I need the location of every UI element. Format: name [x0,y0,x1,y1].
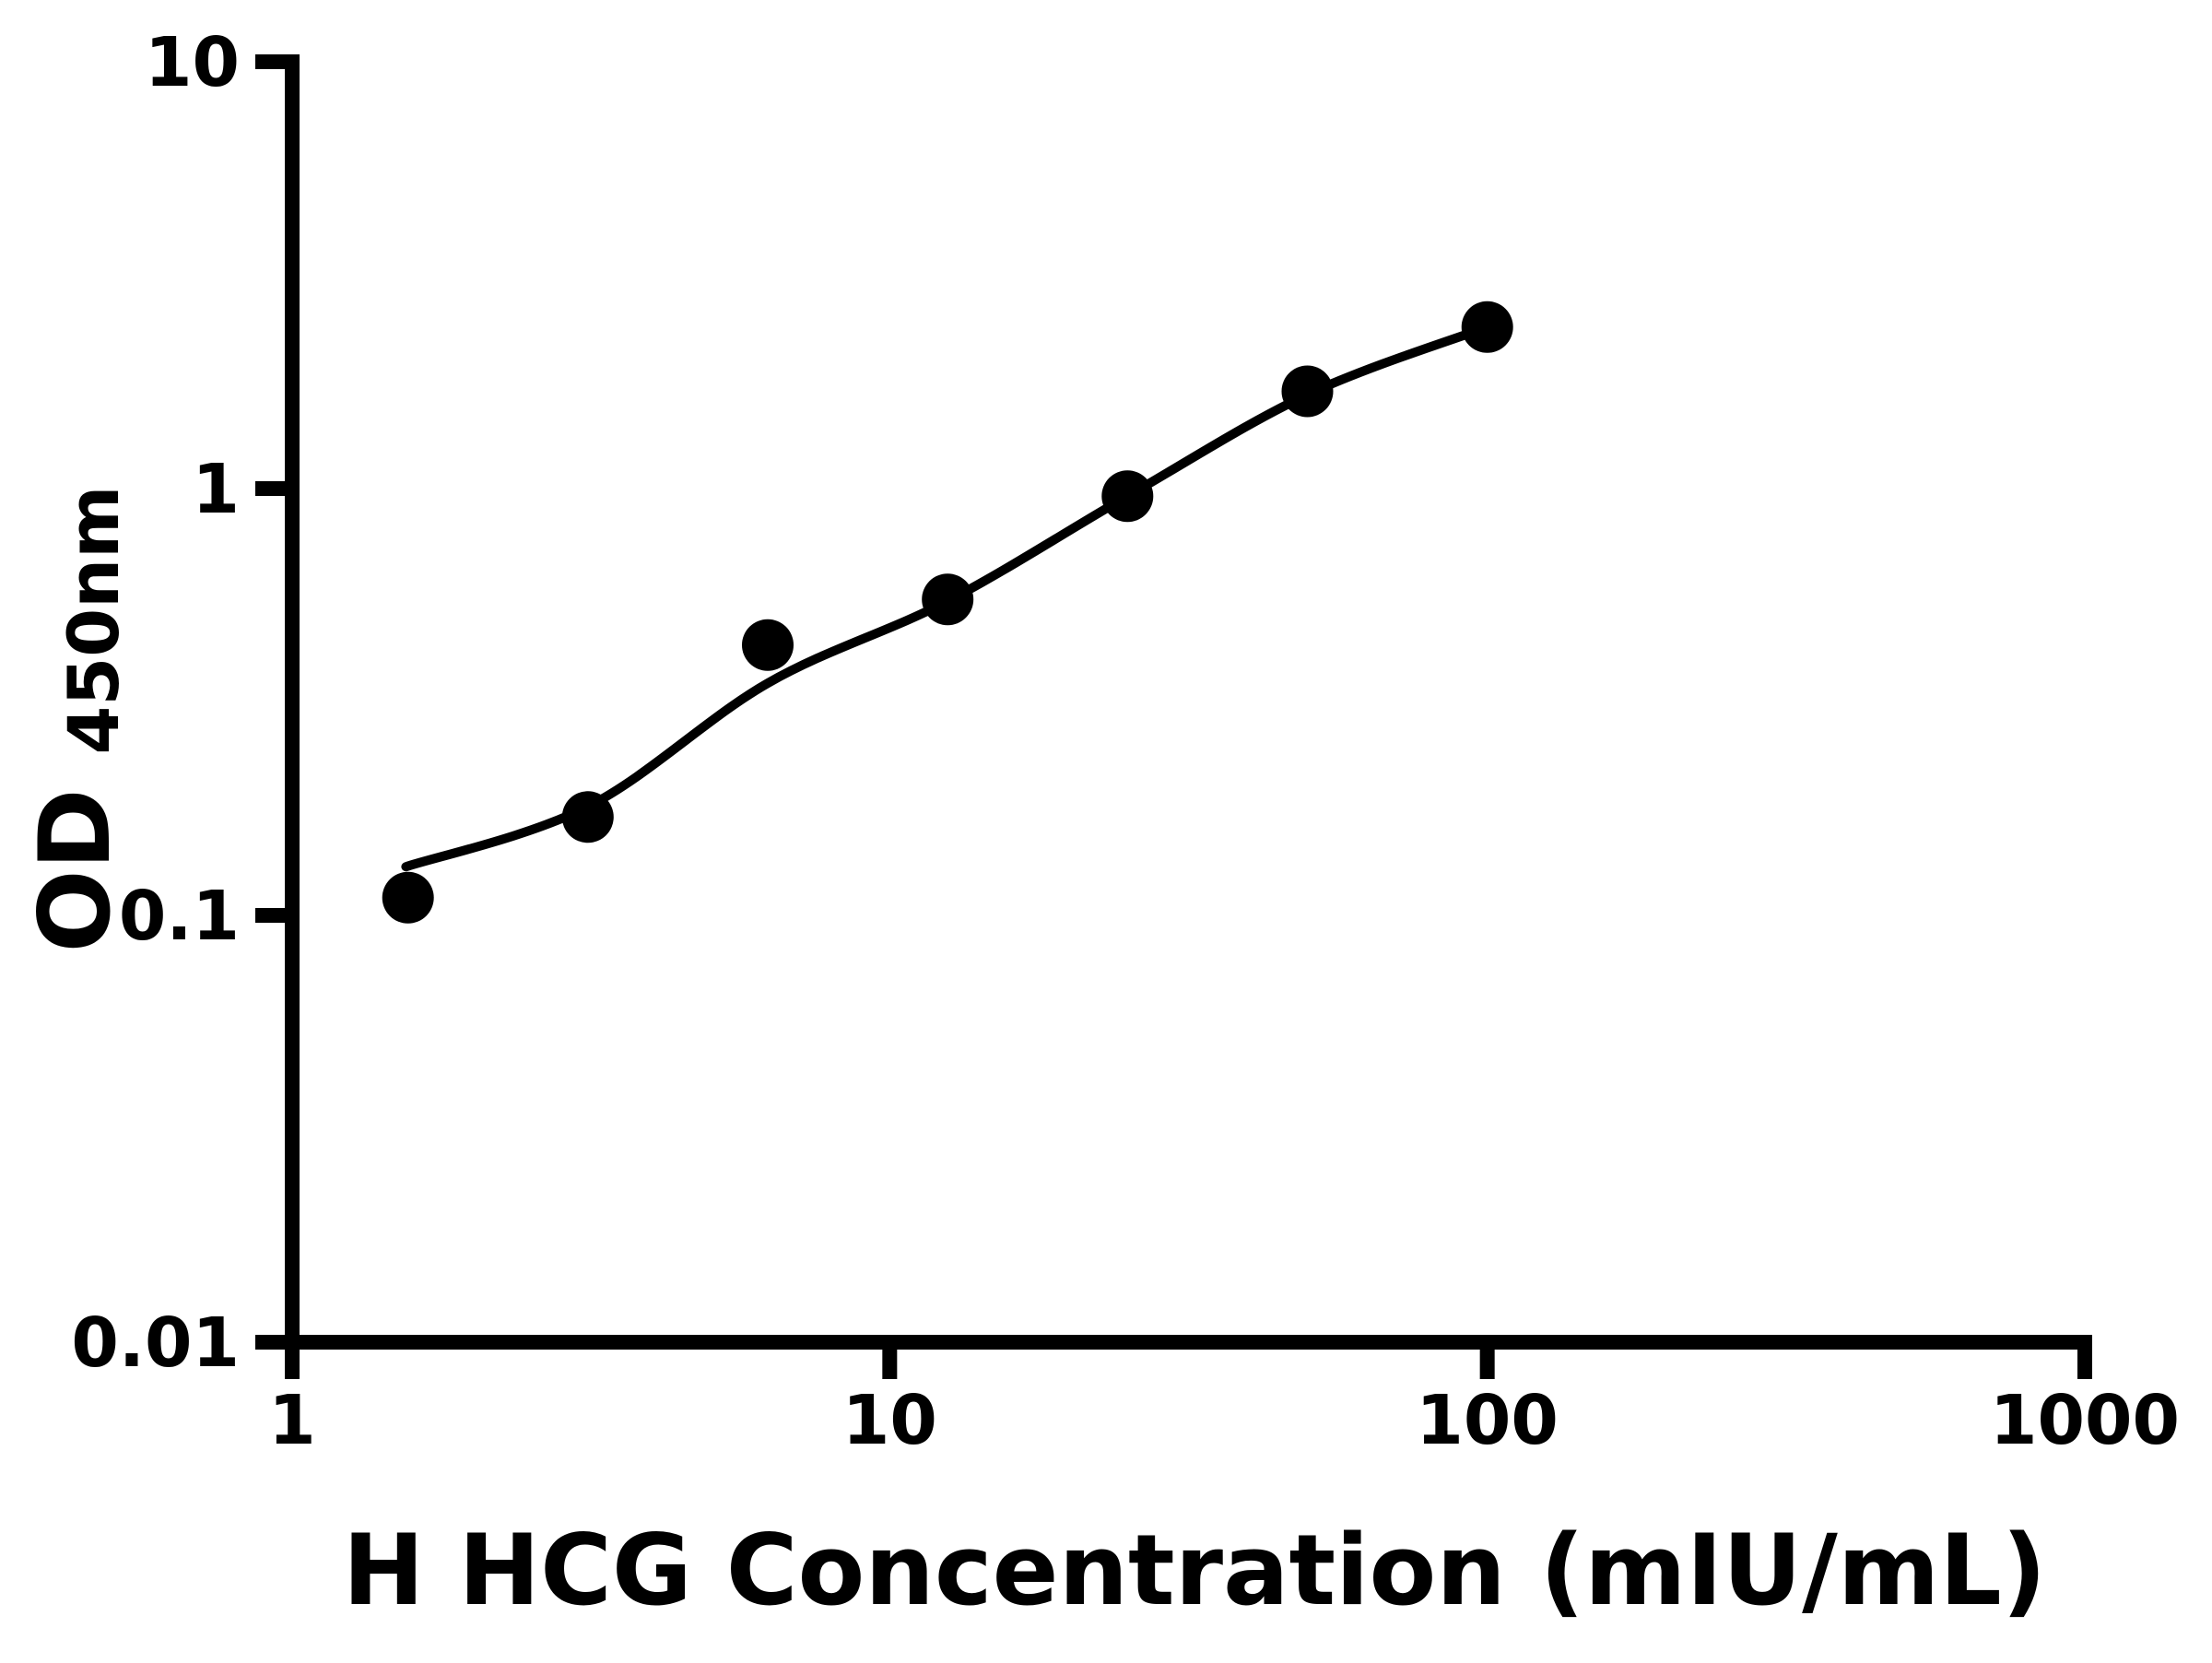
y-axis-title-main: OD [18,788,132,952]
x-tick-label: 10 [842,1381,937,1460]
data-point [1281,365,1334,418]
y-tick-label: 10 [145,23,240,102]
y-axis-title: OD 450nm [18,486,135,953]
x-tick-label: 100 [1416,1381,1558,1460]
data-point [1101,470,1154,523]
x-axis-title: H HCG Concentration (mIU/mL) [343,1514,2047,1627]
data-point [1461,301,1513,353]
y-axis-title-subscript: 450nm [53,486,135,755]
data-point [922,573,974,626]
data-point [742,619,794,671]
x-tick-label: 1000 [1990,1381,2180,1460]
data-point [382,871,434,924]
data-point [561,791,614,843]
chart-generated-layer: 1 10 100 1000 0.01 0.1 1 10 [71,23,2180,1460]
x-tick-label: 1 [268,1381,316,1460]
y-tick-label: 1 [193,450,241,529]
y-tick-label: 0.01 [71,1303,240,1383]
y-tick-label: 0.1 [119,877,240,956]
